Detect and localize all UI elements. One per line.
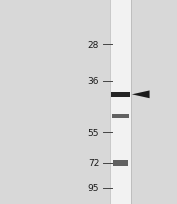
Text: 72: 72 [88, 159, 99, 168]
Bar [113, 161, 128, 166]
Text: 28: 28 [88, 40, 99, 49]
Bar [112, 114, 129, 118]
Bar [110, 0, 131, 204]
Text: 55: 55 [88, 128, 99, 137]
Text: 95: 95 [88, 183, 99, 192]
Text: 36: 36 [88, 77, 99, 86]
Bar [111, 93, 130, 97]
Polygon shape [132, 91, 150, 99]
